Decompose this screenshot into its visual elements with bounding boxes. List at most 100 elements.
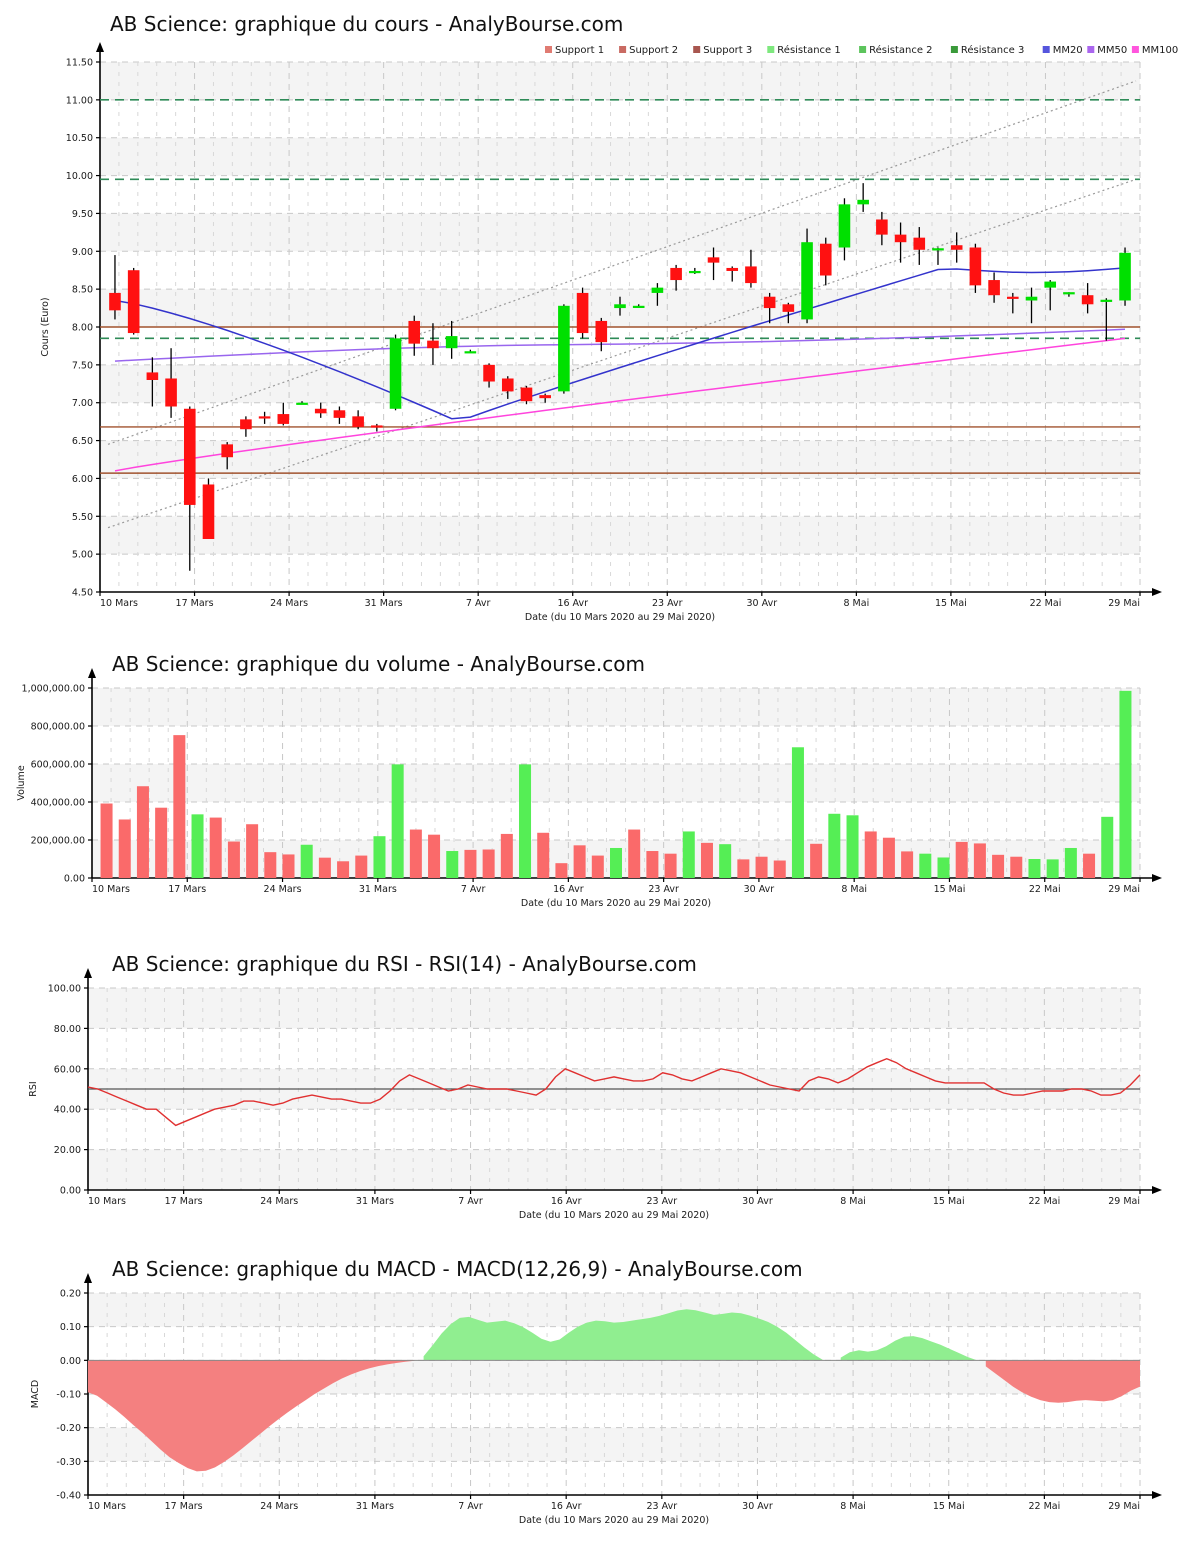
macd-negative-area <box>985 1360 1140 1403</box>
y-axis-arrow <box>84 968 92 978</box>
candlestick <box>109 255 121 320</box>
candlestick <box>371 423 383 432</box>
candlestick <box>221 442 233 470</box>
volume-bar <box>246 824 259 878</box>
volume-bar <box>1046 859 1059 878</box>
mm50-line <box>114 328 1126 362</box>
candle-body <box>558 305 570 392</box>
svg-text:Date (du 10 Mars 2020 au 29 Ma: Date (du 10 Mars 2020 au 29 Mai 2020) <box>525 612 715 623</box>
candle-body <box>576 292 589 334</box>
macd-positive-area <box>840 1336 977 1361</box>
y-axis-arrow <box>96 42 104 52</box>
candlestick <box>988 272 1000 303</box>
volume-bar <box>664 853 677 878</box>
svg-text:200,000.00: 200,000.00 <box>31 836 85 847</box>
svg-text:0.00: 0.00 <box>64 874 85 885</box>
candlestick <box>1081 283 1094 314</box>
svg-text:6.50: 6.50 <box>72 436 93 447</box>
svg-text:10 Mars: 10 Mars <box>100 598 138 609</box>
candlestick <box>558 304 570 394</box>
legend-label: MM20 <box>1053 45 1083 56</box>
candle-body <box>969 247 982 286</box>
legend-swatch <box>767 46 775 53</box>
candle-body <box>913 237 926 250</box>
macd-chart-svg: 0.20 0.10 0.00 -0.10 -0.20 -0.30 -0.40 10 Mars 1… <box>30 1273 1162 1526</box>
candle-body <box>277 414 290 424</box>
svg-text:Date (du 10 Mars 2020 au 29 Ma: Date (du 10 Mars 2020 au 29 Mai 2020) <box>519 1515 709 1526</box>
svg-text:600,000.00: 600,000.00 <box>31 760 85 771</box>
candle-body <box>427 340 439 349</box>
grid-band <box>92 688 1140 726</box>
candle-body <box>389 338 402 409</box>
candle-body <box>520 387 533 402</box>
legend-swatch <box>1087 46 1095 53</box>
grid-band <box>100 364 1140 403</box>
candlestick <box>819 237 832 286</box>
svg-text:8.00: 8.00 <box>72 323 93 334</box>
svg-text:17 Mars: 17 Mars <box>176 598 214 609</box>
candlestick <box>483 363 495 388</box>
candle-body <box>240 419 252 430</box>
candlestick <box>689 267 701 274</box>
svg-text:Date (du 10 Mars 2020 au 29 Ma: Date (du 10 Mars 2020 au 29 Mai 2020) <box>521 898 711 909</box>
svg-text:8 Mai: 8 Mai <box>840 1501 866 1512</box>
volume-bar <box>537 832 550 878</box>
volume-bar <box>955 841 968 878</box>
svg-text:7 Avr: 7 Avr <box>458 1196 483 1207</box>
volume-bar <box>300 844 313 878</box>
legend-label: Résistance 2 <box>869 44 932 56</box>
candle-body <box>146 372 159 380</box>
candle-body <box>464 351 477 354</box>
candlestick <box>745 249 757 288</box>
candle-body <box>595 320 608 343</box>
candle-body <box>988 280 1000 296</box>
y-axis-arrow <box>88 668 96 678</box>
svg-text:0.20: 0.20 <box>60 1289 81 1300</box>
candle-body <box>408 320 421 344</box>
candlestick <box>595 317 608 352</box>
macd-series <box>88 1309 1140 1472</box>
volume-bar <box>227 841 240 878</box>
volume-bar <box>1101 816 1114 878</box>
candlestick <box>445 320 458 359</box>
candle-body <box>501 378 514 392</box>
svg-text:0.10: 0.10 <box>60 1322 81 1333</box>
svg-text:0.00: 0.00 <box>60 1186 81 1197</box>
candlestick <box>1063 292 1075 297</box>
svg-text:7 Avr: 7 Avr <box>466 598 491 609</box>
volume-bar <box>464 849 477 878</box>
candlestick <box>932 247 944 265</box>
candlestick <box>202 478 215 539</box>
svg-text:7.50: 7.50 <box>72 360 93 371</box>
svg-text:30 Avr: 30 Avr <box>742 1501 773 1512</box>
macd-chart-panel: AB Science: graphique du MACD - MACD(12,… <box>0 1245 1200 1550</box>
volume-bar <box>937 857 950 878</box>
volume-bar <box>555 863 568 878</box>
x-axis-arrow <box>1152 1186 1162 1194</box>
svg-text:4.50: 4.50 <box>72 588 93 599</box>
candlestick <box>314 402 327 418</box>
candle-body <box>539 395 551 399</box>
candle-body <box>314 408 327 414</box>
volume-bar <box>136 786 149 878</box>
svg-text:16 Avr: 16 Avr <box>557 598 588 609</box>
legend-swatch <box>1042 46 1050 53</box>
svg-text:9.00: 9.00 <box>72 247 93 258</box>
svg-text:8 Mai: 8 Mai <box>840 1196 866 1207</box>
volume-bar <box>519 764 532 878</box>
volume-bar <box>992 854 1005 878</box>
candlestick <box>950 232 963 263</box>
volume-bar <box>1028 859 1041 878</box>
candle-body <box>183 408 196 505</box>
volume-bar <box>155 807 168 878</box>
volume-bar <box>919 853 932 878</box>
macd-positive-area <box>423 1309 823 1361</box>
legend-label: Support 3 <box>703 45 752 56</box>
svg-text:Date (du 10 Mars 2020 au 29 Ma: Date (du 10 Mars 2020 au 29 Mai 2020) <box>519 1210 709 1221</box>
svg-text:30 Avr: 30 Avr <box>747 598 778 609</box>
svg-text:-0.40: -0.40 <box>56 1491 81 1502</box>
candlestick <box>1007 292 1019 314</box>
volume-bar <box>500 833 513 878</box>
candle-body <box>670 267 682 281</box>
candle-body <box>109 292 121 311</box>
